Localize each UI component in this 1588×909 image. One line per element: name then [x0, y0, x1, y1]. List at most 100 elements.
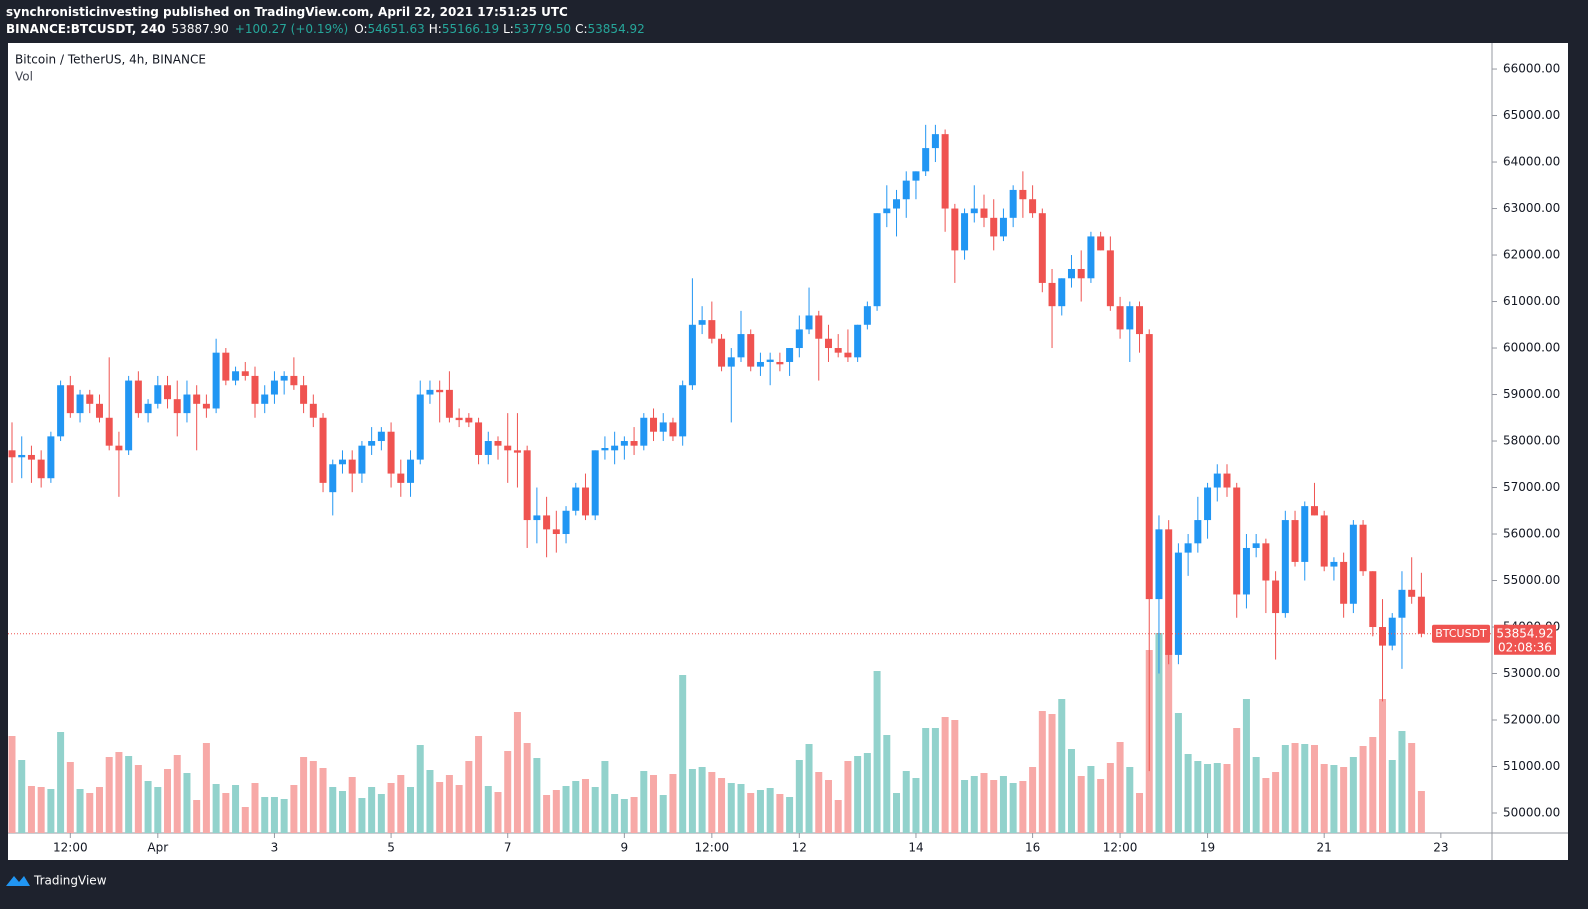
candle-body [640, 417, 648, 446]
candle-body [980, 208, 988, 218]
volume-bar [591, 787, 599, 833]
volume-bar [1126, 767, 1134, 833]
volume-bar [581, 779, 589, 833]
x-tick-label: 21 [1317, 841, 1332, 855]
volume-bar [27, 786, 35, 833]
volume-bar [484, 786, 492, 833]
volume-bar [650, 775, 658, 833]
candle-body [970, 208, 978, 214]
candle-body [261, 394, 269, 404]
candle-body [533, 515, 541, 521]
candle-body [824, 338, 832, 349]
candle-body [727, 357, 735, 367]
volume-bar [601, 761, 609, 833]
candle-body [193, 394, 201, 404]
candle-body [212, 352, 220, 409]
volume-bar [1204, 764, 1212, 833]
candle-body [941, 134, 949, 209]
volume-bar [922, 728, 930, 833]
volume-bar [338, 791, 346, 833]
volume-bar [640, 771, 648, 833]
volume-bar [727, 783, 735, 833]
volume-bar [377, 794, 385, 833]
volume-bar [1136, 793, 1144, 833]
volume-bar [611, 794, 619, 833]
candle-body [222, 352, 230, 381]
volume-bar [815, 772, 823, 833]
candle-body [1087, 236, 1095, 279]
candle-body [669, 422, 677, 437]
volume-bar [737, 784, 745, 833]
candle-body [708, 320, 716, 339]
candle-body [329, 464, 337, 493]
candle-body [620, 441, 628, 446]
volume-bar [698, 767, 706, 833]
logo: TradingView [6, 874, 107, 888]
price-label-bg [1494, 624, 1556, 655]
candle-body [1262, 543, 1270, 581]
volume-bar [824, 780, 832, 833]
volume-bar [630, 797, 638, 833]
change: +100.27 (+0.19%) [235, 22, 348, 36]
volume-legend: Vol [15, 70, 33, 84]
volume-bar [679, 675, 687, 833]
volume-bar [873, 671, 881, 833]
candle-body [1340, 561, 1348, 604]
y-tick-label: 51000.00 [1503, 759, 1560, 773]
volume-bar [455, 785, 463, 833]
symbol: BINANCE:BTCUSDT, 240 [6, 22, 166, 36]
volume-bar [999, 776, 1007, 833]
candle-body [504, 445, 512, 451]
volume-bar [105, 757, 113, 833]
candle-body [999, 217, 1007, 237]
volume-bar [931, 728, 939, 833]
candle-body [1029, 199, 1037, 214]
y-tick-label: 64000.00 [1503, 155, 1560, 169]
candle-body [893, 199, 901, 209]
volume-bar [805, 744, 813, 833]
candle-body [319, 417, 327, 483]
volume-bar [902, 771, 910, 833]
volume-bar [1310, 745, 1318, 833]
volume-bar [407, 787, 415, 833]
volume-bar [134, 765, 142, 833]
candle-body [300, 385, 308, 404]
volume-bar [1077, 776, 1085, 833]
volume-bar [562, 786, 570, 833]
volume-bar [76, 789, 84, 833]
volume-bar [1417, 791, 1425, 833]
volume-bar [397, 775, 405, 833]
volume-bar [1174, 713, 1182, 833]
candle-body [445, 389, 453, 418]
volume-bar [1388, 760, 1396, 833]
candle-body [513, 450, 521, 453]
candle-body [611, 445, 619, 451]
volume-bar [95, 787, 103, 833]
y-tick-label: 65000.00 [1503, 108, 1560, 122]
candle-body [37, 459, 45, 479]
candle-body [387, 431, 395, 474]
volume-bar [1155, 633, 1163, 833]
candle-body [766, 359, 774, 362]
candle-body [183, 394, 191, 414]
candle-body [737, 334, 745, 358]
volume-bar [786, 797, 794, 833]
candle-body [348, 459, 356, 474]
volume-bar [183, 773, 191, 833]
candle-body [523, 450, 531, 521]
candle-body [232, 371, 240, 381]
volume-bar [1379, 699, 1387, 833]
volume-bar [659, 795, 667, 833]
high: 55166.19 [442, 22, 499, 36]
candle-body [1174, 552, 1182, 655]
volume-bar [1408, 743, 1416, 833]
volume-bar [1398, 731, 1406, 833]
candle-body [630, 441, 638, 446]
candle-body [358, 445, 366, 474]
volume-bar [844, 761, 852, 833]
volume-bar [309, 761, 317, 833]
volume-bar [980, 773, 988, 833]
candle-body [1067, 268, 1075, 279]
candle-body [251, 375, 259, 404]
volume-bar [893, 793, 901, 833]
